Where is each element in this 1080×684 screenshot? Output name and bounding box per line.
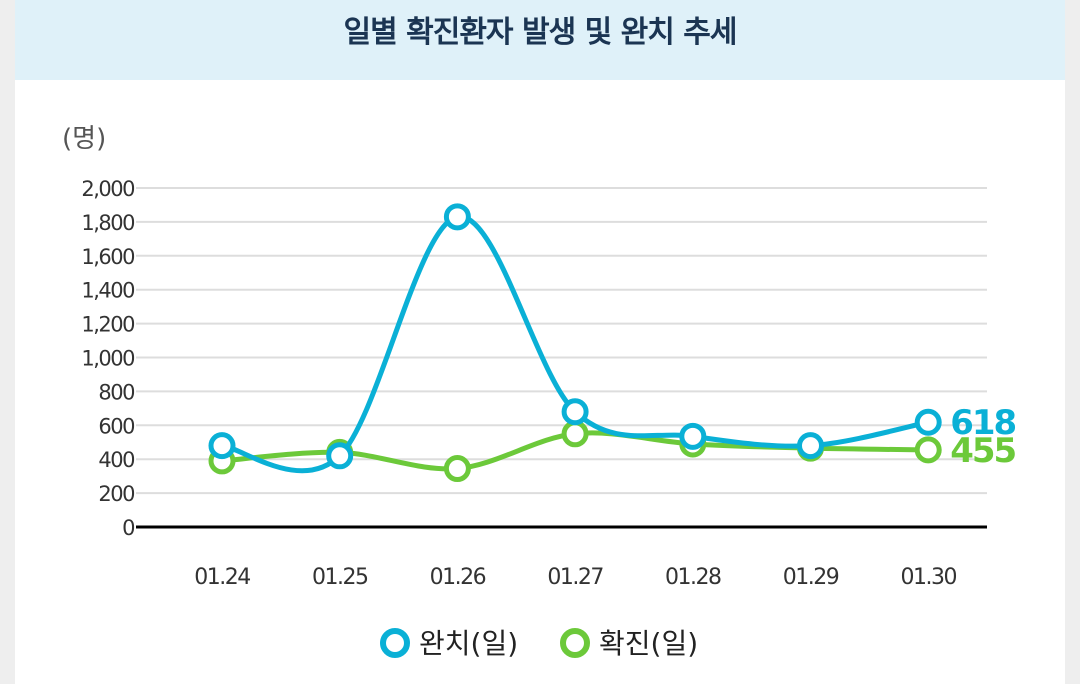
data-point-confirmed [561,420,589,448]
x-tick-label: 01.27 [547,565,603,590]
y-tick-label: 600 [98,414,134,438]
x-tick-label: 01.26 [430,565,486,590]
y-tick-label: 0 [122,516,134,540]
end-value-label-recovered: 618 [950,403,1015,443]
data-point-recovered [208,432,236,460]
y-tick-label: 400 [98,448,134,472]
chart-card: 일별 확진환자 발생 및 완치 추세 [15,0,1065,684]
y-tick-label: 200 [98,482,134,506]
x-tick-label: 01.29 [783,565,839,590]
data-point-recovered [679,422,707,450]
x-tick-label: 01.28 [665,565,721,590]
y-axis-unit-label: (명) [62,124,106,154]
data-point-recovered [797,432,824,460]
legend-label-confirmed: 확진(일) [599,627,698,660]
y-tick-label: 1,600 [81,245,134,269]
data-point-recovered [443,203,471,231]
legend-label-recovered: 완치(일) [419,627,518,660]
x-axis-ticks: 01.24 01.25 01.26 01.27 01.28 01.29 01.30 [194,565,958,590]
legend-marker-confirmed [560,628,590,658]
y-tick-label: 1,000 [81,347,134,371]
chart-title: 일별 확진환자 발생 및 완치 추세 [343,15,737,50]
legend: 완치(일) 확진(일) [380,627,698,660]
y-tick-label: 2,000 [81,177,134,201]
y-tick-label: 1,200 [81,313,134,337]
series-recovered: 618 [208,203,1018,474]
title-bar: 일별 확진환자 발생 및 완치 추세 [15,0,1065,80]
data-point-recovered [914,408,942,436]
y-tick-label: 1,400 [81,279,134,303]
y-tick-label: 800 [98,380,134,404]
data-point-confirmed [443,455,471,483]
data-point-recovered [326,442,354,470]
data-point-recovered [561,398,589,426]
y-axis-ticks: 0 200 400 600 800 1,000 1,200 1,400 1,600 1,800 2,… [81,177,135,540]
x-tick-label: 01.25 [312,565,368,590]
x-tick-label: 01.24 [194,565,250,590]
x-tick-label: 01.30 [900,565,956,590]
end-value-label-confirmed: 455 [950,431,1015,471]
legend-marker-recovered [380,628,410,658]
data-point-confirmed [914,436,942,464]
y-tick-label: 1,800 [81,211,134,235]
